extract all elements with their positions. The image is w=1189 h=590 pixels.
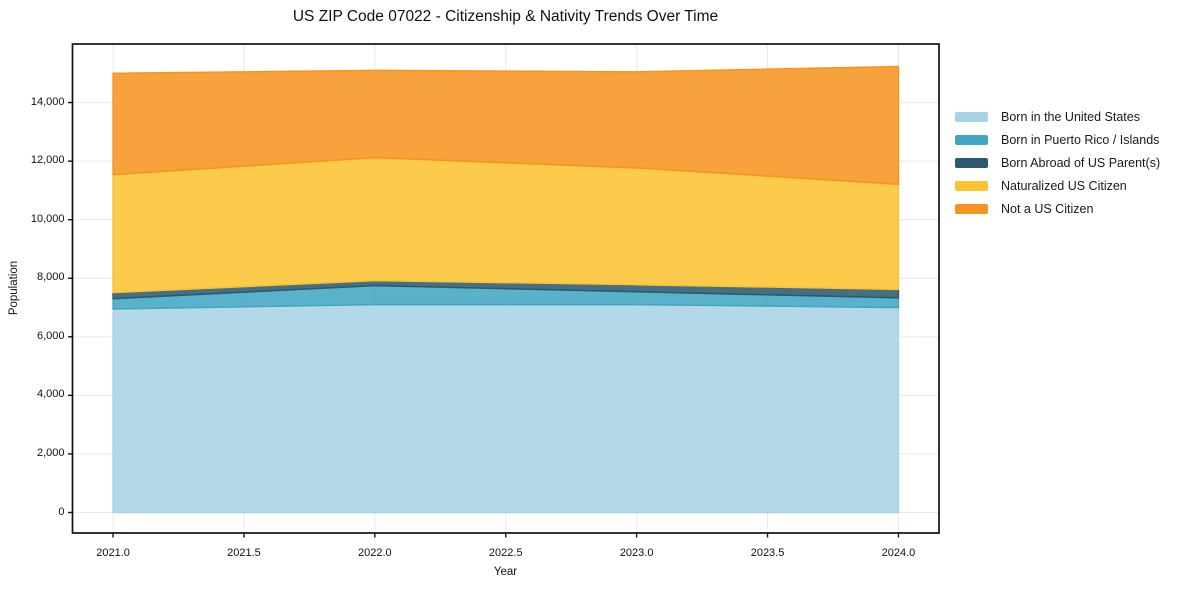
legend-label: Born in the United States [1001, 109, 1140, 124]
legend-label: Naturalized US Citizen [1001, 178, 1127, 193]
y-tick-label: 2,000 [36, 446, 65, 459]
legend-swatch [955, 134, 988, 145]
y-tick-label: 10,000 [30, 212, 65, 225]
y-tick-label: 12,000 [30, 154, 65, 167]
area-series [112, 156, 900, 294]
y-axis-label: Population [8, 260, 20, 316]
y-tick-label: 6,000 [36, 329, 65, 342]
y-tick-label: 8,000 [36, 271, 65, 284]
x-tick-label: 2022.0 [358, 547, 392, 559]
legend-item: Born in the United States [955, 105, 1160, 128]
x-tick-label: 2024.0 [881, 547, 916, 559]
x-tick-label: 2022.5 [488, 547, 523, 559]
x-axis-label: Year [493, 566, 518, 578]
x-tick-label: 2023.5 [750, 547, 785, 559]
x-tick-label: 2021.0 [96, 547, 130, 559]
y-tick-label: 14,000 [30, 95, 65, 108]
area-series [112, 65, 900, 186]
legend-swatch [955, 203, 988, 214]
legend-item: Born in Puerto Rico / Islands [955, 128, 1160, 151]
y-tick-label: 4,000 [36, 388, 65, 401]
legend-swatch [955, 180, 988, 191]
legend-item: Naturalized US Citizen [955, 174, 1160, 197]
legend-swatch [955, 111, 988, 122]
legend-label: Born in Puerto Rico / Islands [1001, 132, 1160, 147]
y-tick-label: 0 [58, 505, 65, 518]
x-tick-label: 2021.5 [227, 547, 261, 559]
area-series [112, 303, 900, 514]
legend-swatch [955, 157, 988, 168]
legend-label: Not a US Citizen [1001, 201, 1094, 216]
x-tick-label: 2023.0 [619, 547, 654, 559]
legend-label: Born Abroad of US Parent(s) [1001, 155, 1161, 170]
legend-item: Born Abroad of US Parent(s) [955, 151, 1160, 174]
legend-item: Not a US Citizen [955, 197, 1160, 220]
legend: Born in the United States Born in Puerto … [955, 105, 1160, 220]
chart-title: US ZIP Code 07022 - Citizenship & Nativi… [292, 8, 719, 25]
